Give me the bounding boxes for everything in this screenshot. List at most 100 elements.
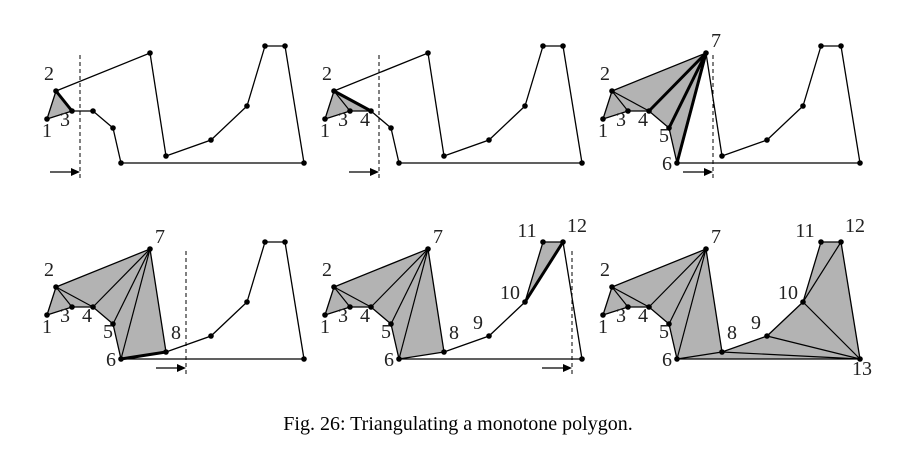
diagonal <box>92 248 151 308</box>
vertex-label: 5 <box>659 125 669 147</box>
arrow-head <box>177 364 186 372</box>
vertex-label: 1 <box>42 316 52 338</box>
polygon-outline <box>601 45 861 164</box>
arrow-head <box>563 364 572 372</box>
vertex <box>301 160 307 166</box>
vertex-label: 8 <box>171 322 181 344</box>
vertex-label: 1 <box>42 120 52 142</box>
shaded-region <box>325 91 350 119</box>
vertex-label: 7 <box>433 226 443 248</box>
vertex <box>625 108 631 114</box>
diagonal <box>668 248 707 325</box>
vertex <box>244 103 250 109</box>
vertex <box>110 125 116 131</box>
vertex <box>53 284 59 290</box>
vertex <box>347 304 353 310</box>
new-diagonal <box>667 52 708 129</box>
vertex-label: 7 <box>711 30 721 52</box>
vertex <box>800 299 806 305</box>
vertex <box>838 43 844 49</box>
polygon-outline <box>323 45 583 164</box>
vertex-label: 3 <box>616 305 626 327</box>
new-diagonal <box>675 52 708 164</box>
vertex <box>368 304 374 310</box>
vertex <box>44 312 50 318</box>
vertex <box>347 108 353 114</box>
vertex <box>396 160 402 166</box>
polygon-outline <box>45 241 305 360</box>
vertex <box>147 246 153 252</box>
vertex-label: 8 <box>727 322 737 344</box>
vertex <box>163 153 169 159</box>
vertex <box>53 88 59 94</box>
new-diagonal <box>120 350 167 361</box>
diagonal <box>398 351 445 360</box>
vertex <box>282 239 288 245</box>
vertex <box>666 321 672 327</box>
vertex <box>69 108 75 114</box>
vertex-label: 1 <box>320 316 330 338</box>
vertex-label: 6 <box>662 349 672 371</box>
vertex <box>282 43 288 49</box>
vertex-label: 3 <box>338 305 348 327</box>
vertex <box>579 160 585 166</box>
vertex-label: 7 <box>155 226 165 248</box>
vertex <box>331 88 337 94</box>
vertex-label: 5 <box>659 321 669 343</box>
vertex <box>262 43 268 49</box>
vertex-label: 2 <box>44 259 54 281</box>
diagonal <box>676 351 723 360</box>
vertex-label: 2 <box>600 63 610 85</box>
vertex-label: 11 <box>517 220 536 242</box>
vertex-label: 4 <box>360 305 370 327</box>
vertex <box>322 116 328 122</box>
vertex-label: 4 <box>82 305 92 327</box>
new-diagonal <box>333 89 372 113</box>
vertex <box>600 116 606 122</box>
vertex <box>69 304 75 310</box>
new-diagonal <box>647 51 708 113</box>
vertex-label: 4 <box>638 305 648 327</box>
vertex-label: 9 <box>751 312 761 334</box>
vertex <box>441 153 447 159</box>
vertex-label: 10 <box>778 282 798 304</box>
vertex <box>818 239 824 245</box>
diagonal <box>802 301 861 360</box>
vertex <box>244 299 250 305</box>
panel: 1 2 3 <box>42 43 307 180</box>
vertex <box>301 356 307 362</box>
polygon-outline <box>601 241 861 360</box>
vertex <box>818 43 824 49</box>
vertex <box>208 137 214 143</box>
vertex-label: 2 <box>44 63 54 85</box>
vertex <box>44 116 50 122</box>
vertex <box>703 50 709 56</box>
vertex <box>666 125 672 131</box>
vertex <box>719 153 725 159</box>
vertex-label: 4 <box>638 109 648 131</box>
vertex <box>262 239 268 245</box>
caption: Fig. 26: Triangulating a monotone polygo… <box>283 413 632 435</box>
diagonal <box>333 90 351 112</box>
panel: 1 2 3 45 6 7 <box>598 30 863 180</box>
diagonal <box>112 248 151 325</box>
vertex-label: 1 <box>320 120 330 142</box>
vertex-label: 6 <box>662 153 672 175</box>
diagonal <box>370 248 429 308</box>
vertex <box>838 239 844 245</box>
diagonal <box>398 248 429 360</box>
vertex <box>322 312 328 318</box>
vertex <box>331 284 337 290</box>
vertex <box>703 246 709 252</box>
vertex <box>208 333 214 339</box>
arrow-head <box>370 168 379 176</box>
vertex <box>441 349 447 355</box>
vertex-label: 12 <box>567 215 587 237</box>
vertex <box>540 43 546 49</box>
diagonal <box>611 286 650 308</box>
vertex-label: 10 <box>500 282 520 304</box>
vertex-label: 4 <box>360 109 370 131</box>
vertex <box>540 239 546 245</box>
